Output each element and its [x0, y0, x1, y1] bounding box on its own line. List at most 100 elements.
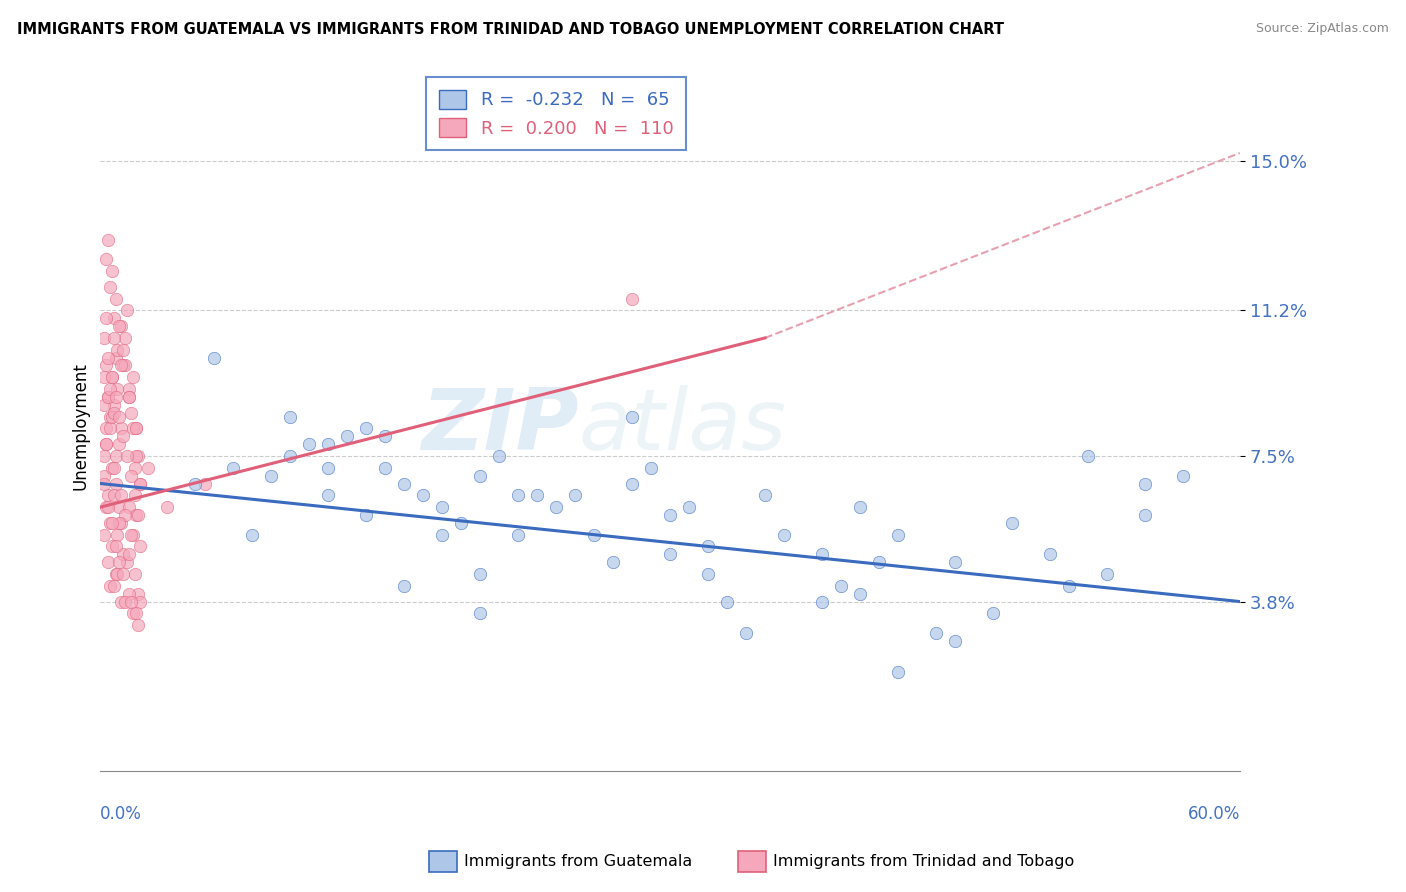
Point	[94, 252, 117, 267]
Point	[98, 382, 121, 396]
Point	[640, 460, 662, 475]
Point	[1133, 508, 1156, 522]
Point	[98, 579, 121, 593]
Point	[278, 409, 301, 424]
Point	[508, 488, 530, 502]
Point	[118, 547, 141, 561]
Point	[115, 555, 138, 569]
Point	[124, 488, 146, 502]
Point	[374, 460, 396, 475]
Point	[110, 516, 132, 530]
Point	[222, 460, 245, 475]
Point	[100, 370, 122, 384]
Point	[488, 449, 510, 463]
Point	[93, 398, 115, 412]
Point	[104, 292, 127, 306]
Point	[97, 488, 120, 502]
Point	[114, 508, 136, 522]
Point	[120, 468, 142, 483]
Point	[124, 460, 146, 475]
Point	[100, 409, 122, 424]
Point	[114, 359, 136, 373]
Point	[98, 409, 121, 424]
Point	[129, 594, 152, 608]
Point	[107, 527, 129, 541]
Point	[103, 311, 125, 326]
Point	[118, 390, 141, 404]
Point	[849, 587, 872, 601]
Point	[94, 437, 117, 451]
Point	[112, 547, 135, 561]
Point	[103, 460, 125, 475]
Point	[125, 449, 148, 463]
Point	[240, 527, 263, 541]
Point	[678, 500, 700, 515]
Point	[260, 468, 283, 483]
Point	[100, 540, 122, 554]
Point	[112, 343, 135, 357]
Point	[621, 409, 644, 424]
Point	[97, 390, 120, 404]
Point	[110, 421, 132, 435]
Text: atlas: atlas	[579, 385, 787, 468]
Point	[1001, 516, 1024, 530]
Point	[112, 359, 135, 373]
Point	[114, 594, 136, 608]
Point	[697, 540, 720, 554]
Point	[125, 607, 148, 621]
Text: 0.0%: 0.0%	[100, 805, 142, 823]
Point	[1171, 468, 1194, 483]
Point	[1077, 449, 1099, 463]
Point	[316, 437, 339, 451]
Point	[93, 331, 115, 345]
Point	[100, 460, 122, 475]
Point	[316, 460, 339, 475]
Point	[103, 579, 125, 593]
Point	[108, 555, 131, 569]
Point	[108, 516, 131, 530]
Point	[103, 398, 125, 412]
Point	[121, 421, 143, 435]
Point	[94, 437, 117, 451]
FancyBboxPatch shape	[429, 851, 457, 872]
Point	[100, 264, 122, 278]
Point	[470, 567, 492, 582]
Point	[110, 488, 132, 502]
Point	[103, 406, 125, 420]
Point	[430, 527, 453, 541]
Point	[811, 547, 834, 561]
Point	[887, 665, 910, 680]
Point	[104, 449, 127, 463]
Point	[118, 382, 141, 396]
Point	[129, 476, 152, 491]
Point	[156, 500, 179, 515]
Point	[354, 421, 377, 435]
Legend: R =  -0.232   N =  65, R =  0.200   N =  110: R = -0.232 N = 65, R = 0.200 N = 110	[426, 78, 686, 151]
Point	[392, 579, 415, 593]
Point	[121, 527, 143, 541]
Point	[107, 567, 129, 582]
Point	[887, 527, 910, 541]
Point	[118, 587, 141, 601]
Point	[108, 319, 131, 334]
Point	[925, 626, 948, 640]
Point	[773, 527, 796, 541]
Point	[659, 547, 682, 561]
Point	[93, 476, 115, 491]
Point	[104, 390, 127, 404]
Point	[127, 587, 149, 601]
Text: Immigrants from Guatemala: Immigrants from Guatemala	[464, 855, 692, 869]
Point	[108, 409, 131, 424]
Point	[103, 488, 125, 502]
Point	[98, 421, 121, 435]
Point	[107, 343, 129, 357]
FancyBboxPatch shape	[738, 851, 766, 872]
Point	[811, 594, 834, 608]
Point	[107, 382, 129, 396]
Point	[108, 437, 131, 451]
Point	[127, 508, 149, 522]
Point	[97, 233, 120, 247]
Text: Source: ZipAtlas.com: Source: ZipAtlas.com	[1256, 22, 1389, 36]
Point	[278, 449, 301, 463]
Point	[104, 476, 127, 491]
